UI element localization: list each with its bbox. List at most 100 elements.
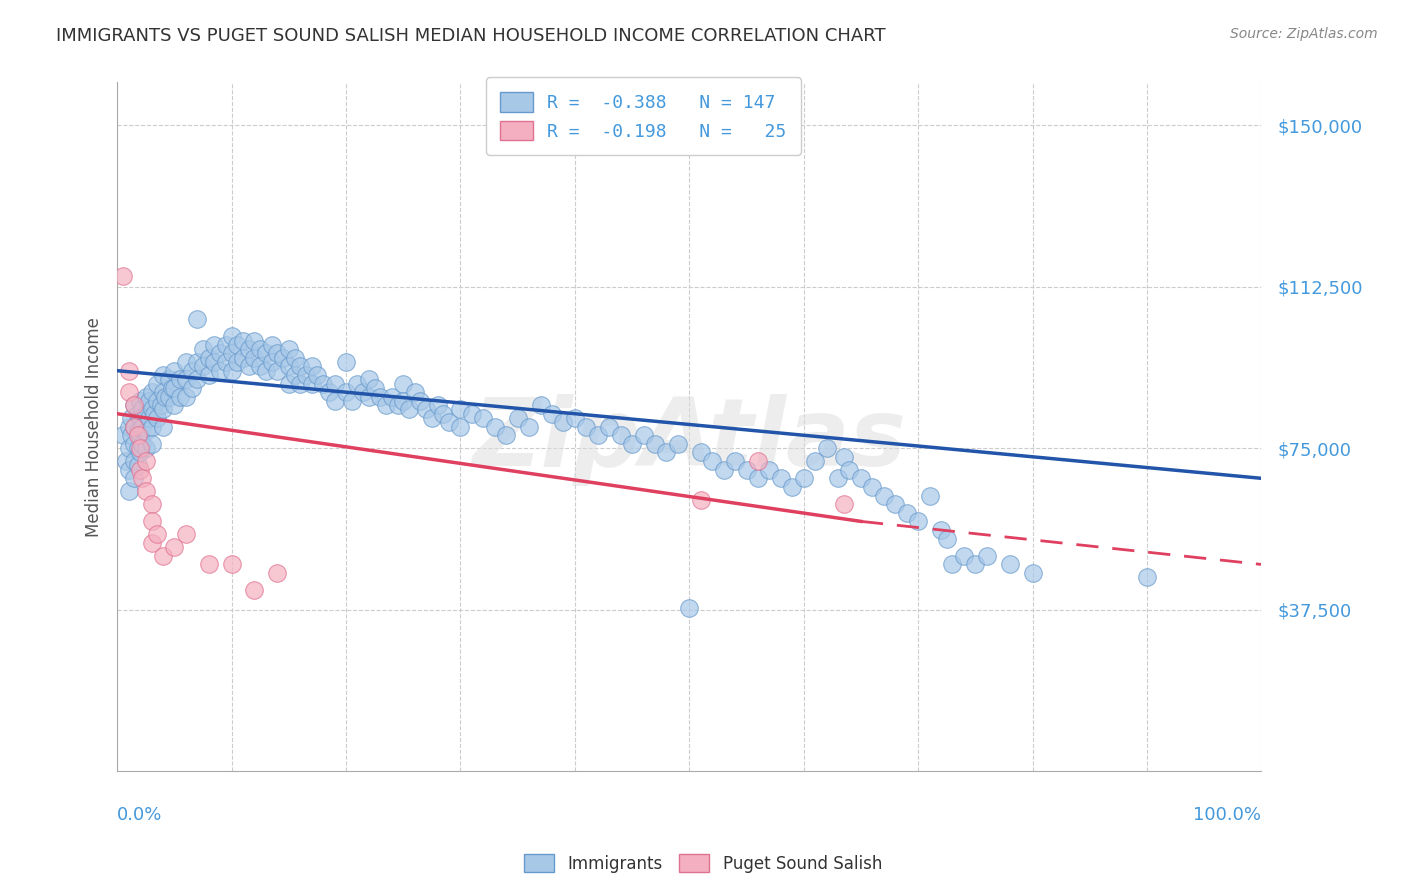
Point — [415, 402, 437, 417]
Point — [335, 355, 357, 369]
Point — [976, 549, 998, 563]
Point — [398, 402, 420, 417]
Point — [735, 463, 758, 477]
Legend: R =  -0.388   N = 147, R =  -0.198   N =   25: R = -0.388 N = 147, R = -0.198 N = 25 — [486, 78, 801, 155]
Point — [215, 338, 238, 352]
Text: ZipAtlas: ZipAtlas — [472, 394, 907, 486]
Point — [111, 428, 134, 442]
Point — [209, 364, 232, 378]
Point — [323, 376, 346, 391]
Point — [780, 480, 803, 494]
Point — [598, 419, 620, 434]
Point — [138, 393, 160, 408]
Point — [163, 398, 186, 412]
Point — [152, 385, 174, 400]
Point — [873, 489, 896, 503]
Point — [472, 411, 495, 425]
Point — [295, 368, 318, 382]
Point — [426, 398, 449, 412]
Point — [827, 471, 849, 485]
Point — [117, 463, 139, 477]
Point — [129, 411, 152, 425]
Point — [135, 441, 157, 455]
Point — [918, 489, 941, 503]
Point — [346, 376, 368, 391]
Point — [312, 376, 335, 391]
Point — [226, 338, 249, 352]
Point — [221, 558, 243, 572]
Point — [318, 385, 340, 400]
Point — [191, 359, 214, 374]
Point — [129, 428, 152, 442]
Point — [941, 558, 963, 572]
Point — [135, 390, 157, 404]
Point — [120, 411, 142, 425]
Point — [127, 424, 149, 438]
Point — [449, 419, 471, 434]
Point — [375, 398, 398, 412]
Point — [747, 471, 769, 485]
Text: 100.0%: 100.0% — [1194, 805, 1261, 823]
Point — [307, 368, 329, 382]
Point — [238, 342, 260, 356]
Text: IMMIGRANTS VS PUGET SOUND SALISH MEDIAN HOUSEHOLD INCOME CORRELATION CHART: IMMIGRANTS VS PUGET SOUND SALISH MEDIAN … — [56, 27, 886, 45]
Point — [484, 419, 506, 434]
Point — [747, 454, 769, 468]
Point — [420, 411, 443, 425]
Point — [793, 471, 815, 485]
Point — [117, 484, 139, 499]
Point — [129, 393, 152, 408]
Point — [896, 506, 918, 520]
Point — [186, 372, 208, 386]
Point — [260, 355, 283, 369]
Point — [186, 355, 208, 369]
Point — [152, 419, 174, 434]
Point — [769, 471, 792, 485]
Point — [243, 351, 266, 365]
Point — [254, 346, 277, 360]
Point — [609, 428, 631, 442]
Point — [129, 445, 152, 459]
Point — [131, 437, 153, 451]
Point — [935, 532, 957, 546]
Point — [197, 558, 219, 572]
Point — [135, 484, 157, 499]
Point — [815, 441, 838, 455]
Point — [127, 458, 149, 473]
Point — [266, 346, 288, 360]
Point — [169, 372, 191, 386]
Point — [141, 515, 163, 529]
Point — [131, 471, 153, 485]
Point — [191, 342, 214, 356]
Point — [370, 390, 392, 404]
Point — [146, 393, 169, 408]
Point — [124, 471, 146, 485]
Point — [271, 351, 294, 365]
Y-axis label: Median Household Income: Median Household Income — [86, 317, 103, 537]
Point — [724, 454, 747, 468]
Point — [266, 566, 288, 580]
Point — [655, 445, 678, 459]
Point — [529, 398, 551, 412]
Point — [124, 437, 146, 451]
Point — [221, 329, 243, 343]
Point — [129, 463, 152, 477]
Point — [124, 454, 146, 468]
Point — [575, 419, 598, 434]
Point — [141, 536, 163, 550]
Point — [152, 402, 174, 417]
Point — [277, 342, 299, 356]
Point — [141, 402, 163, 417]
Point — [135, 407, 157, 421]
Point — [142, 407, 165, 421]
Point — [124, 419, 146, 434]
Point — [174, 372, 197, 386]
Point — [186, 312, 208, 326]
Point — [226, 355, 249, 369]
Point — [141, 385, 163, 400]
Point — [127, 428, 149, 442]
Point — [124, 398, 146, 412]
Point — [117, 441, 139, 455]
Point — [209, 346, 232, 360]
Point — [907, 515, 929, 529]
